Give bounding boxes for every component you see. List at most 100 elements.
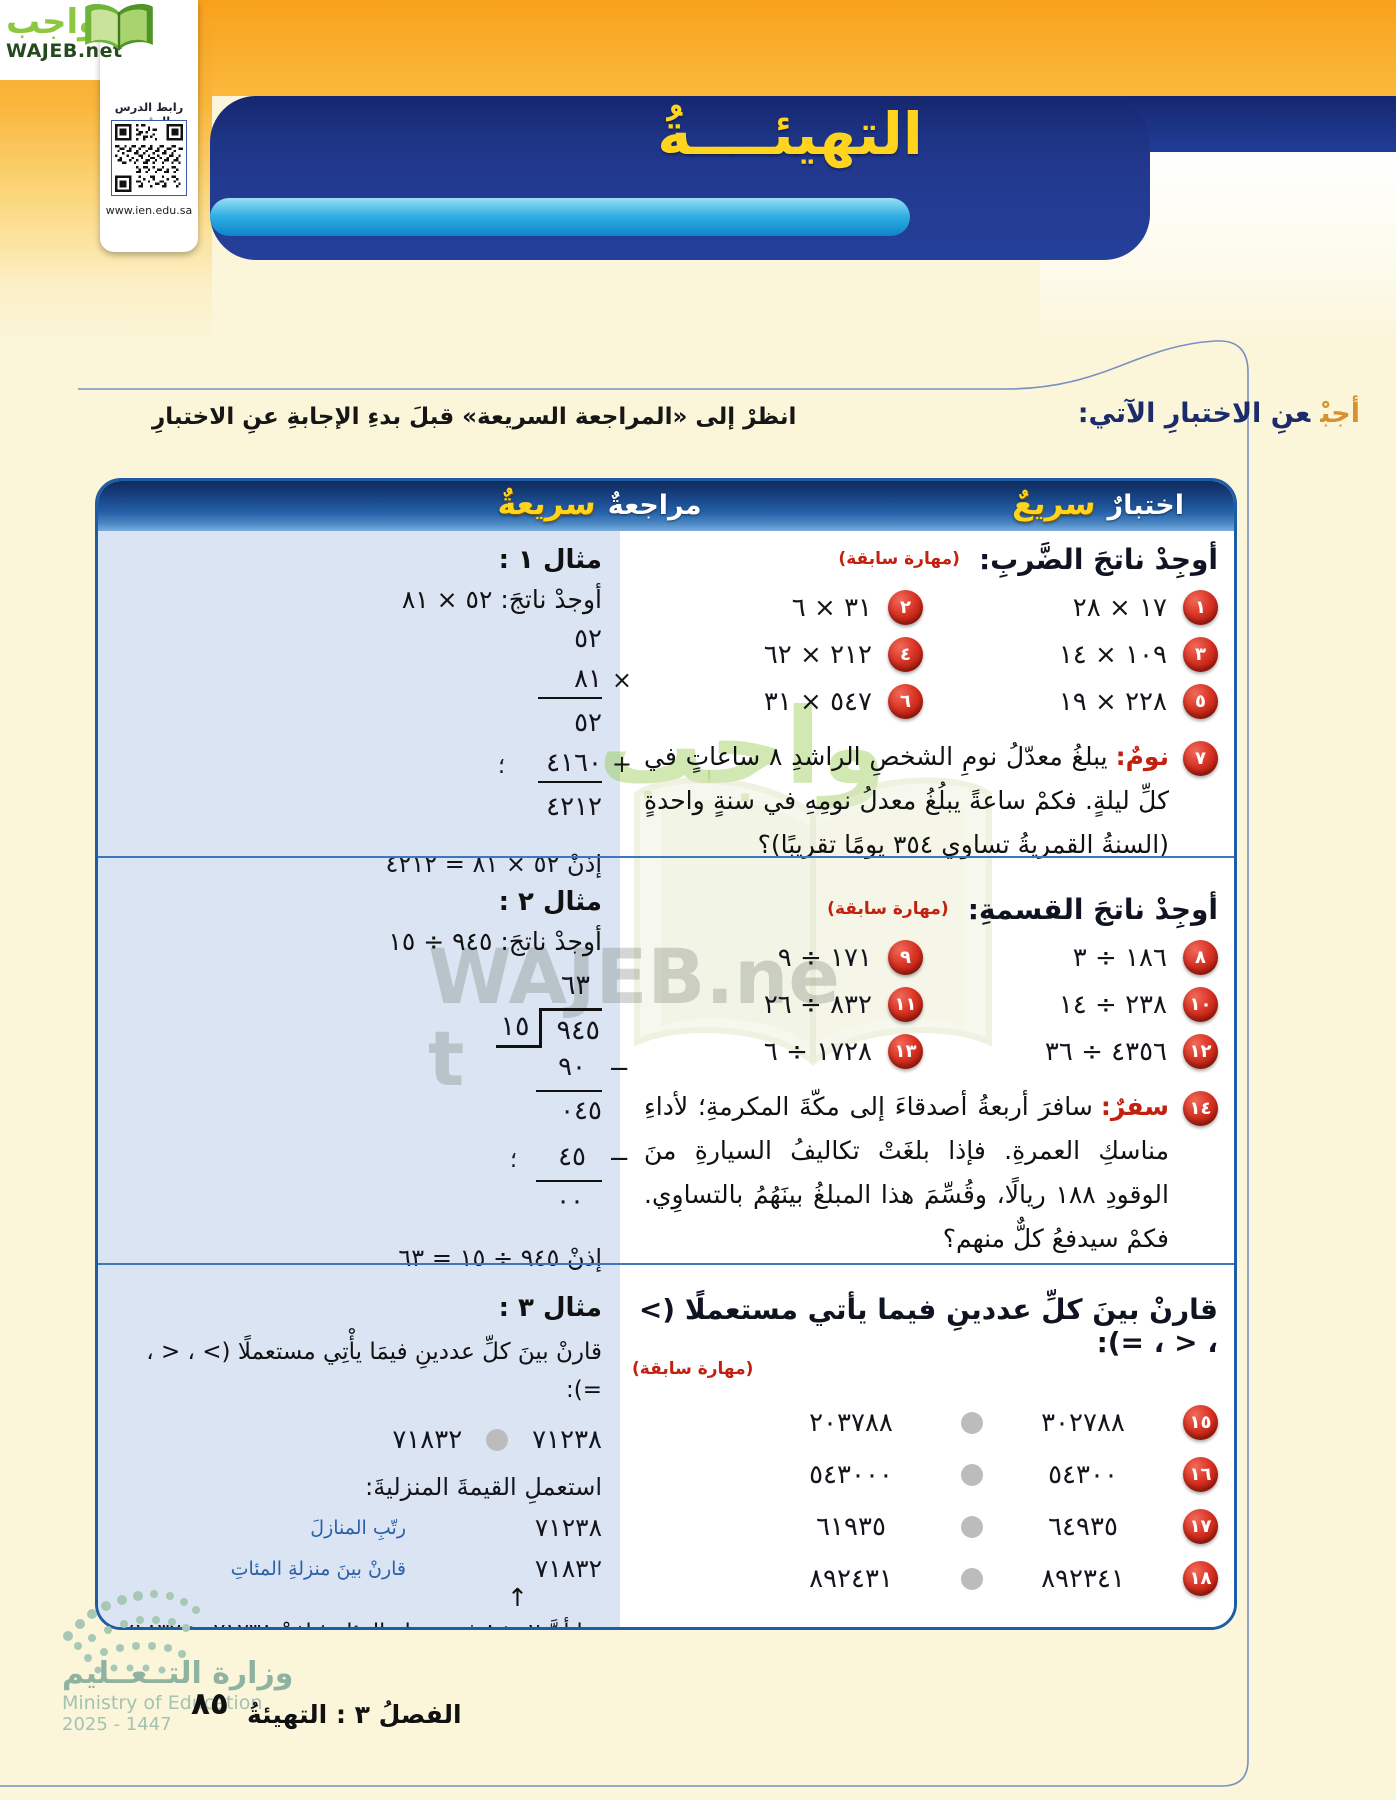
wajeb-logo-domain: WAJEB.net	[6, 40, 123, 62]
comparison-first-number: ٨٩٢٣٤١	[1041, 1563, 1125, 1594]
page-title: التهيئــــةُ	[657, 100, 923, 168]
banner-cyan-stripe	[210, 198, 910, 236]
division-step: ٠٤٥	[560, 1096, 602, 1126]
comparison-second-number: ٧١٨٣٢	[392, 1425, 463, 1455]
division-remainder: ٠٠	[556, 1186, 584, 1216]
example-2-conclusion: إذنْ ٩٤٥ ÷ ١٥ = ٦٣	[398, 1244, 602, 1272]
place-value-instruction: استعملِ القيمةَ المنزليةَ:	[365, 1473, 602, 1501]
division-step: ٩٠	[558, 1052, 586, 1082]
problem-number-badge: ١٥	[1183, 1405, 1218, 1440]
problem-expression: ١٠٩ × ١٤	[1058, 639, 1167, 670]
example-2: مثال ٢ : أوجدْ ناتجَ: ٩٤٥ ÷ ١٥ ٦٣ ١٥ ٩٤٥…	[112, 887, 630, 1272]
problem-number-badge: ١٣	[888, 1034, 923, 1069]
sleep-problem-label: نومٌ:	[1115, 742, 1169, 771]
problem-expression: ١٧٢٨ ÷ ٦	[763, 1036, 872, 1067]
ministry-name-arabic: وزارة التــعــليم	[62, 1656, 294, 1691]
logo-background	[0, 0, 102, 80]
comparison-item: ١٨ ٨٩٢٣٤١ ٨٩٢٤٣١	[628, 1561, 1218, 1596]
minus-sign: −	[608, 1144, 630, 1174]
quick-test-title: اختبارٌ سريعٌ	[1011, 486, 1184, 522]
minus-sign: −	[608, 1054, 630, 1084]
problem-expression: ٢٣٨ ÷ ١٤	[1058, 989, 1167, 1020]
divisor: ١٥	[496, 1011, 540, 1048]
problem-expression: ٥٤٧ × ٣١	[763, 686, 872, 717]
problem-number-badge: ١٤	[1183, 1091, 1218, 1126]
quick-review-title-main: مراجعةٌ	[607, 490, 702, 521]
comparison-first-number: ٥٤٣٠٠	[1048, 1459, 1118, 1490]
answer-placeholder-dot	[961, 1463, 983, 1486]
panel-header: اختبارٌ سريعٌ مراجعةٌ سريعةٌ	[98, 481, 1234, 531]
example-3-conclusion: بما أنَّ ٢ < ٨ في منزلةِ المئاتِ؛ إذنْ ٧…	[112, 1620, 602, 1627]
problem-number-badge: ١٠	[1183, 987, 1218, 1022]
problem-number-badge: ١٦	[1183, 1457, 1218, 1492]
problem-item: ٥ ٢٢٨ × ١٩	[923, 684, 1218, 719]
prep-panel: واجب WAJEB.net اختبارٌ سريعٌ مراجعةٌ سري…	[95, 478, 1237, 1630]
answer-placeholder-dot	[961, 1567, 983, 1590]
example-1-title: مثال ١ :	[498, 545, 602, 575]
quotient: ٦٣	[560, 970, 590, 1001]
chapter-label: الفصلُ ٣ : التهيئةُ	[247, 1700, 462, 1729]
quick-test-title-main: اختبارٌ	[1107, 490, 1184, 521]
problem-number-badge: ١٢	[1183, 1034, 1218, 1069]
problem-number-badge: ٦	[888, 684, 923, 719]
problem-expression: ١٧١ ÷ ٩	[777, 942, 872, 973]
comparison-first-number: ٧١٢٣٨	[532, 1425, 602, 1455]
sleep-problem-body: يبلغُ معدّلُ نومِ الشخصِ الراشدِ ٨ ساعات…	[644, 742, 1169, 859]
problem-expression: ١٧ × ٢٨	[1072, 592, 1167, 623]
semicolon-mark: ؛	[498, 754, 505, 779]
problem-item: ٨ ١٨٦ ÷ ٣	[923, 940, 1218, 975]
example-3-title: مثال ٣ :	[498, 1293, 602, 1323]
problem-number-badge: ١١	[888, 987, 923, 1022]
review-instruction: انظرْ إلى «المراجعة السريعة» قبلَ بدءِ ا…	[152, 404, 797, 430]
problem-item: ١٢ ٤٣٥٦ ÷ ٣٦	[923, 1034, 1218, 1069]
problem-number-badge: ٥	[1183, 684, 1218, 719]
problem-number-badge: ٩	[888, 940, 923, 975]
multiplication-items: ١ ١٧ × ٢٨ ٢ ٣١ × ٦ ٣ ١٠٩ × ١٤ ٤ ٢١٢ × ٦٢ ٥ ٢٢…	[628, 590, 1218, 719]
sleep-problem-text: نومٌ:يبلغُ معدّلُ نومِ الشخصِ الراشدِ ٨ …	[628, 735, 1169, 867]
multiplication-section: أوجِدْ ناتجَ الضَّربِ: (مهارة سابقة) ١ ١٧…	[628, 543, 1218, 867]
semicolon-mark: ؛	[510, 1148, 517, 1173]
problem-number-badge: ١	[1183, 590, 1218, 625]
ministry-name-english: Ministry of Education	[62, 1692, 263, 1714]
problem-number-badge: ٣	[1183, 637, 1218, 672]
problem-expression: ٢١٢ × ٦٢	[763, 639, 872, 670]
quick-review-title: مراجعةٌ سريعةٌ	[496, 486, 702, 522]
division-prompt: أوجِدْ ناتجَ القسمةِ:	[967, 893, 1218, 926]
division-items: ٨ ١٨٦ ÷ ٣ ٩ ١٧١ ÷ ٩ ١٠ ٢٣٨ ÷ ١٤ ١١ ٨٣٢ ÷ ٢٦ …	[628, 940, 1218, 1069]
travel-word-problem: ١٤ سفرٌ:سافرَ أربعةُ أصدقاءَ إلى مكّةَ ا…	[628, 1085, 1218, 1261]
problem-expression: ١٨٦ ÷ ٣	[1072, 942, 1167, 973]
quick-test-title-accent: سريعٌ	[1011, 486, 1098, 522]
place-value-row: ٧١٢٣٨ رتّبِ المنازلَ	[112, 1513, 602, 1542]
answer-placeholder-dot	[486, 1429, 509, 1451]
prior-skill-note: (مهارة سابقة)	[632, 1359, 754, 1379]
example-1: مثال ١ : أوجدْ ناتجَ: ٥٢ × ٨١ ٥٢ ٨١ × ٥٢…	[112, 545, 632, 878]
comparison-second-number: ٦١٩٣٥	[816, 1511, 886, 1542]
example-2-prompt: أوجدْ ناتجَ: ٩٤٥ ÷ ١٥	[388, 927, 602, 956]
ministry-logo-dots	[58, 1576, 208, 1680]
section-divider-2	[98, 1263, 1234, 1265]
problem-item: ٣ ١٠٩ × ١٤	[923, 637, 1218, 672]
problem-number-badge: ٤	[888, 637, 923, 672]
quick-test-column	[620, 531, 1234, 1627]
book-icon	[80, 0, 158, 68]
problem-number-badge: ٢	[888, 590, 923, 625]
vertical-multiplication: ٥٢ ٨١ × ٥٢ ٤١٦٠ + ؛ ٤٢١٢	[432, 624, 632, 832]
quick-review-title-accent: سريعةٌ	[496, 486, 598, 522]
problem-number-badge: ٧	[1183, 741, 1218, 776]
page-number: ٨٥	[191, 1686, 229, 1722]
comparison-second-number: ٢٠٣٧٨٨	[809, 1407, 893, 1438]
row-value: ٧١٨٣٢	[534, 1554, 602, 1583]
dividend: ٩٤٥	[539, 1008, 602, 1048]
prior-skill-note: (مهارة سابقة)	[838, 549, 960, 569]
up-arrow-icon: ↑	[507, 1583, 528, 1612]
comparison-first-number: ٣٠٢٧٨٨	[1041, 1407, 1125, 1438]
place-value-row: ٧١٨٣٢ قارنْ بينَ منزلةِ المئاتِ	[112, 1554, 602, 1583]
section-divider-1	[98, 856, 1234, 858]
product: ٤٢١٢	[546, 792, 602, 822]
answer-instruction-rest: عنِ الاختبارِ الآتي:	[1077, 398, 1311, 429]
problem-item: ١ ١٧ × ٢٨	[923, 590, 1218, 625]
answer-placeholder-dot	[961, 1515, 983, 1538]
problem-item: ١١ ٨٣٢ ÷ ٢٦	[628, 987, 923, 1022]
answer-placeholder-dot	[961, 1411, 983, 1434]
